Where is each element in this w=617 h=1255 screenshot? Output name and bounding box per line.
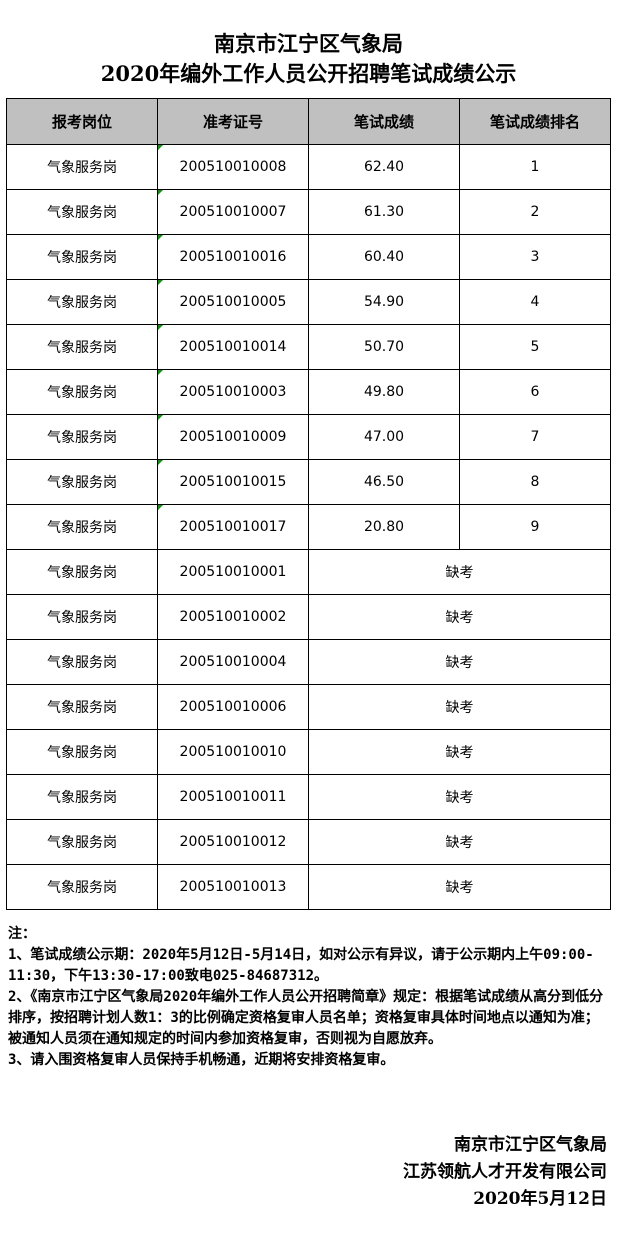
exam-id-cell: 200510010015 — [157, 459, 309, 505]
footer-org1: 南京市江宁区气象局 — [454, 1135, 607, 1155]
exam-id-cell: 200510010016 — [157, 234, 309, 280]
note-line: 3、请入围资格复审人员保持手机畅通，近期将安排资格复审。 — [8, 1052, 395, 1068]
table-row: 气象服务岗 200510010008 62.40 1 — [6, 144, 611, 190]
rank-cell: 6 — [459, 369, 611, 415]
column-header: 笔试成绩 — [308, 98, 460, 145]
absent-status-cell: 缺考 — [308, 774, 611, 820]
note-line: 2、《南京市江宁区气象局2020年编外工作人员公开招聘简章》规定：根据笔试成绩从… — [8, 989, 604, 1047]
exam-id-cell: 200510010012 — [157, 819, 309, 865]
table-row: 气象服务岗 200510010015 46.50 8 — [6, 459, 611, 505]
score-cell: 54.90 — [308, 279, 460, 325]
column-header: 准考证号 — [157, 98, 309, 145]
table-row: 气象服务岗 200510010017 20.80 9 — [6, 504, 611, 550]
exam-id-cell: 200510010010 — [157, 729, 309, 775]
position-cell: 气象服务岗 — [6, 774, 158, 820]
position-cell: 气象服务岗 — [6, 279, 158, 325]
exam-id-cell: 200510010002 — [157, 594, 309, 640]
position-cell: 气象服务岗 — [6, 324, 158, 370]
position-cell: 气象服务岗 — [6, 639, 158, 685]
note-line: 注： — [8, 926, 36, 942]
table-row: 气象服务岗 200510010007 61.30 2 — [6, 189, 611, 235]
page-title-line1: 南京市江宁区气象局 — [214, 31, 403, 56]
exam-id-cell: 200510010014 — [157, 324, 309, 370]
position-cell: 气象服务岗 — [6, 144, 158, 190]
absent-status-cell: 缺考 — [308, 639, 611, 685]
table-row: 气象服务岗 200510010009 47.00 7 — [6, 414, 611, 460]
table-row-absent: 气象服务岗 200510010001 缺考 — [6, 549, 611, 595]
exam-id-cell: 200510010013 — [157, 864, 309, 910]
score-cell: 61.30 — [308, 189, 460, 235]
position-cell: 气象服务岗 — [6, 819, 158, 865]
exam-id-cell: 200510010007 — [157, 189, 309, 235]
absent-status-cell: 缺考 — [308, 864, 611, 910]
rank-cell: 8 — [459, 459, 611, 505]
position-cell: 气象服务岗 — [6, 729, 158, 775]
rank-cell: 3 — [459, 234, 611, 280]
absent-status-cell: 缺考 — [308, 684, 611, 730]
table-row-absent: 气象服务岗 200510010012 缺考 — [6, 819, 611, 865]
table-row-absent: 气象服务岗 200510010002 缺考 — [6, 594, 611, 640]
exam-id-cell: 200510010006 — [157, 684, 309, 730]
table-row: 气象服务岗 200510010016 60.40 3 — [6, 234, 611, 280]
rank-cell: 7 — [459, 414, 611, 460]
position-cell: 气象服务岗 — [6, 234, 158, 280]
rank-cell: 2 — [459, 189, 611, 235]
table-row: 气象服务岗 200510010014 50.70 5 — [6, 324, 611, 370]
table-row-absent: 气象服务岗 200510010006 缺考 — [6, 684, 611, 730]
position-cell: 气象服务岗 — [6, 594, 158, 640]
score-cell: 20.80 — [308, 504, 460, 550]
score-cell: 49.80 — [308, 369, 460, 415]
rank-cell: 9 — [459, 504, 611, 550]
exam-id-cell: 200510010008 — [157, 144, 309, 190]
score-cell: 50.70 — [308, 324, 460, 370]
absent-status-cell: 缺考 — [308, 819, 611, 865]
table-row-absent: 气象服务岗 200510010013 缺考 — [6, 864, 611, 910]
score-cell: 47.00 — [308, 414, 460, 460]
footer-org2: 江苏领航人才开发有限公司 — [403, 1162, 607, 1182]
exam-id-cell: 200510010005 — [157, 279, 309, 325]
notes: 注： 1、笔试成绩公示期：2020年5月12日-5月14日，如对公示有异议，请于公… — [8, 924, 608, 1071]
absent-status-cell: 缺考 — [308, 594, 611, 640]
exam-id-cell: 200510010017 — [157, 504, 309, 550]
footer-date: 2020年5月12日 — [473, 1189, 607, 1209]
table-row: 气象服务岗 200510010005 54.90 4 — [6, 279, 611, 325]
rank-cell: 4 — [459, 279, 611, 325]
position-cell: 气象服务岗 — [6, 864, 158, 910]
exam-id-cell: 200510010011 — [157, 774, 309, 820]
table-row: 气象服务岗 200510010003 49.80 6 — [6, 369, 611, 415]
position-cell: 气象服务岗 — [6, 684, 158, 730]
absent-status-cell: 缺考 — [308, 549, 611, 595]
position-cell: 气象服务岗 — [6, 414, 158, 460]
position-cell: 气象服务岗 — [6, 189, 158, 235]
column-header: 笔试成绩排名 — [459, 98, 611, 145]
position-cell: 气象服务岗 — [6, 459, 158, 505]
position-cell: 气象服务岗 — [6, 369, 158, 415]
column-header: 报考岗位 — [6, 98, 158, 145]
exam-id-cell: 200510010009 — [157, 414, 309, 460]
page-title-line2: 2020年编外工作人员公开招聘笔试成绩公示 — [100, 61, 517, 86]
rank-cell: 5 — [459, 324, 611, 370]
position-cell: 气象服务岗 — [6, 549, 158, 595]
score-cell: 46.50 — [308, 459, 460, 505]
note-line: 1、笔试成绩公示期：2020年5月12日-5月14日，如对公示有异议，请于公示期… — [8, 947, 594, 984]
rank-cell: 1 — [459, 144, 611, 190]
table-row-absent: 气象服务岗 200510010004 缺考 — [6, 639, 611, 685]
exam-id-cell: 200510010004 — [157, 639, 309, 685]
exam-id-cell: 200510010003 — [157, 369, 309, 415]
table-row-absent: 气象服务岗 200510010011 缺考 — [6, 774, 611, 820]
absent-status-cell: 缺考 — [308, 729, 611, 775]
position-cell: 气象服务岗 — [6, 504, 158, 550]
score-cell: 62.40 — [308, 144, 460, 190]
table-row-absent: 气象服务岗 200510010010 缺考 — [6, 729, 611, 775]
score-cell: 60.40 — [308, 234, 460, 280]
exam-id-cell: 200510010001 — [157, 549, 309, 595]
score-table: 报考岗位 准考证号 笔试成绩 笔试成绩排名 气象服务岗 200510010008 62.4… — [6, 98, 611, 910]
